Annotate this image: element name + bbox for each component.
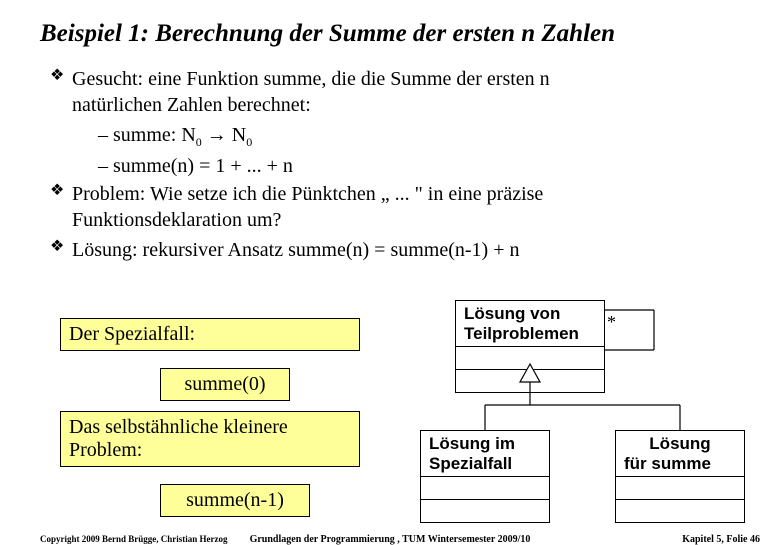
bullet-2: ❖ Problem: Wie setze ich die Pünktchen „… [50,181,740,233]
bullet-marker: ❖ [50,181,72,233]
uml-child1-name: Lösung im Spezialfall [421,431,549,477]
box-summen1-text: summe(n-1) [186,489,284,511]
bullet-marker: ❖ [50,237,72,263]
bullet-1-sub: – summe: N0 → N0 – summe(n) = 1 + ... + … [98,122,740,179]
box-summe0-text: summe(0) [184,373,265,395]
bullet-1-text: Gesucht: eine Funktion summe, die die Su… [72,66,740,118]
box-kleinere-l1: Das selbstähnliche kleinere [69,416,288,438]
uml-child1-l2: Spezialfall [429,454,512,473]
uml-parent-attrs [456,347,604,370]
uml-parent-ops [456,370,604,392]
uml-child2-attrs [616,477,744,500]
box-spezialfall-text: Der Spezialfall: [69,323,195,345]
sub1: – summe: N0 → N0 [98,122,740,151]
sub1b: → N [202,124,246,146]
uml-child1-ops [421,500,549,522]
b1-line1: Gesucht: eine Funktion summe, die die Su… [72,68,550,90]
box-kleinere: Das selbstähnliche kleinere Problem: [60,411,360,467]
uml-parent: Lösung von Teilproblemen [455,300,605,393]
uml-parent-l2: Teilproblemen [464,324,579,343]
uml-parent-l1: Lösung von [464,304,560,323]
sub2: – summe(n) = 1 + ... + n [98,153,740,179]
uml-parent-name: Lösung von Teilproblemen [456,301,604,347]
box-summen1: summe(n-1) [160,484,310,517]
uml-self-association [604,300,674,370]
uml-child2-l2: für summe [624,454,711,473]
slide-content: Beispiel 1: Berechnung der Summe der ers… [0,0,780,540]
box-kleinere-l2: Problem: [69,439,142,461]
uml-child1-l1: Lösung im [429,434,515,453]
bullet-3-text: Lösung: rekursiver Ansatz summe(n) = sum… [72,237,740,263]
bullet-list: ❖ Gesucht: eine Funktion summe, die die … [50,66,740,263]
sub1-zero2: 0 [246,135,252,149]
box-summe0: summe(0) [160,368,290,401]
bullet-1: ❖ Gesucht: eine Funktion summe, die die … [50,66,740,118]
box-spezialfall: Der Spezialfall: [60,318,360,351]
uml-child-spezialfall: Lösung im Spezialfall [420,430,550,523]
bullet-marker: ❖ [50,66,72,118]
uml-child1-attrs [421,477,549,500]
uml-child2-ops [616,500,744,522]
uml-child2-l1: Lösung [624,434,736,454]
bullet-2-text: Problem: Wie setze ich die Pünktchen „ .… [72,181,740,233]
b1-line2: natürlichen Zahlen berechnet: [72,94,311,116]
sub1a: – summe: N [98,124,196,146]
bullet-3: ❖ Lösung: rekursiver Ansatz summe(n) = s… [50,237,740,263]
uml-child2-name: Lösung für summe [616,431,744,477]
uml-child-summe: Lösung für summe [615,430,745,523]
b2-line2: Funktionsdeklaration um? [72,209,281,231]
slide-title: Beispiel 1: Berechnung der Summe der ers… [40,20,740,48]
b2-line1: Problem: Wie setze ich die Pünktchen „ .… [72,183,543,205]
uml-star: * [607,312,616,333]
